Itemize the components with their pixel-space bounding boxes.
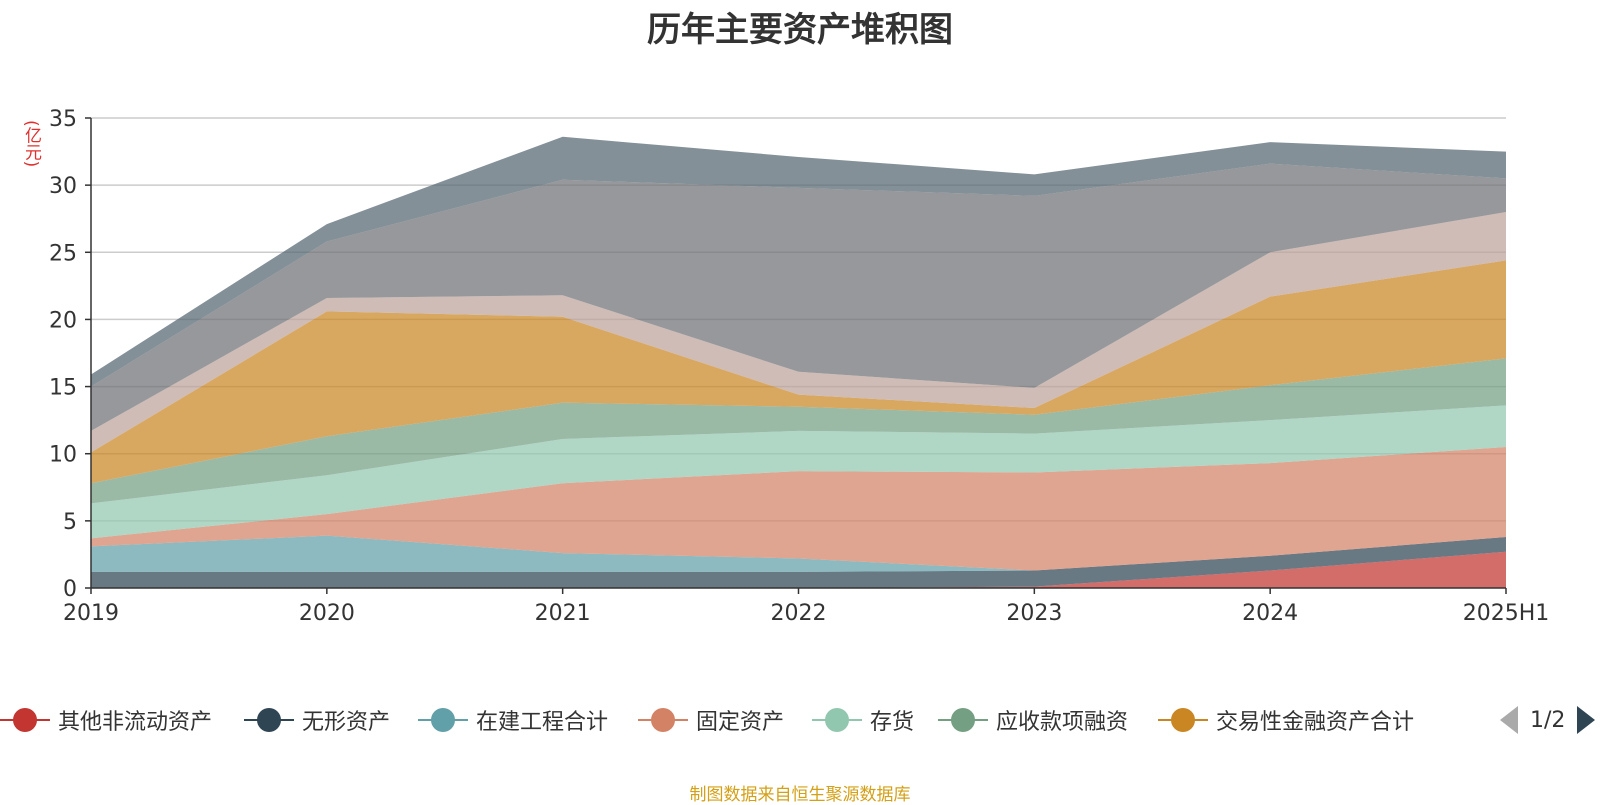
x-tick-label: 2024 (1242, 601, 1298, 626)
y-tick-label: 5 (63, 510, 77, 535)
legend: 其他非流动资产 无形资产 在建工程合计 固定资产 存货 应收款项融资 交易性金融资产合计 1… (0, 700, 1600, 740)
area-series-2[interactable] (91, 535, 1506, 572)
chart-title: 历年主要资产堆积图 (647, 10, 953, 50)
legend-item[interactable]: 其他非流动资产 (0, 700, 212, 740)
y-tick-label: 30 (49, 174, 77, 199)
legend-marker-icon (812, 708, 862, 732)
y-tick-label: 25 (49, 241, 77, 266)
x-tick-label: 2021 (535, 601, 591, 626)
legend-item[interactable]: 无形资产 (244, 700, 390, 740)
legend-page-indicator: 1/2 (1530, 707, 1566, 733)
legend-marker-icon (638, 708, 688, 732)
area-series-8[interactable] (91, 163, 1506, 431)
axes: 0 5 10 15 20 25 30 35 2019 2020 2021 2022 2023 2024 20… (49, 107, 1549, 626)
legend-label: 交易性金融资产合计 (1216, 710, 1415, 735)
area-series-1[interactable] (91, 536, 1506, 588)
legend-label: 无形资产 (302, 710, 391, 735)
legend-item[interactable]: 在建工程合计 (418, 700, 608, 740)
y-tick-label: 35 (49, 107, 77, 132)
legend-item[interactable]: 存货 (812, 700, 914, 740)
x-tick-label: 2023 (1006, 601, 1062, 626)
legend-marker-icon (244, 708, 294, 732)
x-tick-label: 2020 (299, 601, 355, 626)
legend-label: 固定资产 (696, 710, 785, 735)
area-series-3[interactable] (91, 447, 1506, 571)
legend-prev-page-icon[interactable] (1500, 706, 1518, 734)
x-tick-label: 2025H1 (1463, 601, 1550, 626)
y-tick-label: 10 (49, 443, 77, 468)
legend-marker-icon (418, 708, 468, 732)
y-tick-label: 0 (63, 577, 77, 602)
area-series-9[interactable] (91, 136, 1506, 387)
legend-item[interactable]: 固定资产 (638, 700, 784, 740)
y-axis-unit-label: (亿元) (21, 120, 41, 168)
legend-marker-icon (0, 708, 50, 732)
legend-next-page-icon[interactable] (1577, 706, 1596, 734)
legend-item[interactable]: 应收款项融资 (938, 700, 1128, 740)
y-tick-label: 20 (49, 308, 77, 333)
legend-label: 存货 (870, 710, 915, 735)
area-series-4[interactable] (91, 405, 1506, 539)
legend-label: 应收款项融资 (996, 710, 1129, 735)
area-series-6[interactable] (91, 260, 1506, 484)
x-tick-label: 2022 (771, 601, 827, 626)
legend-label: 在建工程合计 (476, 710, 609, 735)
legend-marker-icon (1158, 708, 1208, 732)
legend-label: 其他非流动资产 (58, 710, 213, 735)
legend-pager: 1/2 (1500, 700, 1596, 740)
legend-item[interactable]: 交易性金融资产合计 (1158, 700, 1414, 740)
area-series-5[interactable] (91, 358, 1506, 504)
stacked-area-chart: 0 5 10 15 20 25 30 35 2019 2020 2021 2022 2023 2024 20… (49, 107, 1549, 626)
data-source-note: 制图数据来自恒生聚源数据库 (689, 785, 911, 805)
area-series-layer (91, 136, 1506, 588)
x-tick-label: 2019 (63, 601, 119, 626)
area-series-0[interactable] (91, 551, 1506, 588)
legend-marker-icon (938, 708, 988, 732)
y-tick-label: 15 (49, 376, 77, 401)
